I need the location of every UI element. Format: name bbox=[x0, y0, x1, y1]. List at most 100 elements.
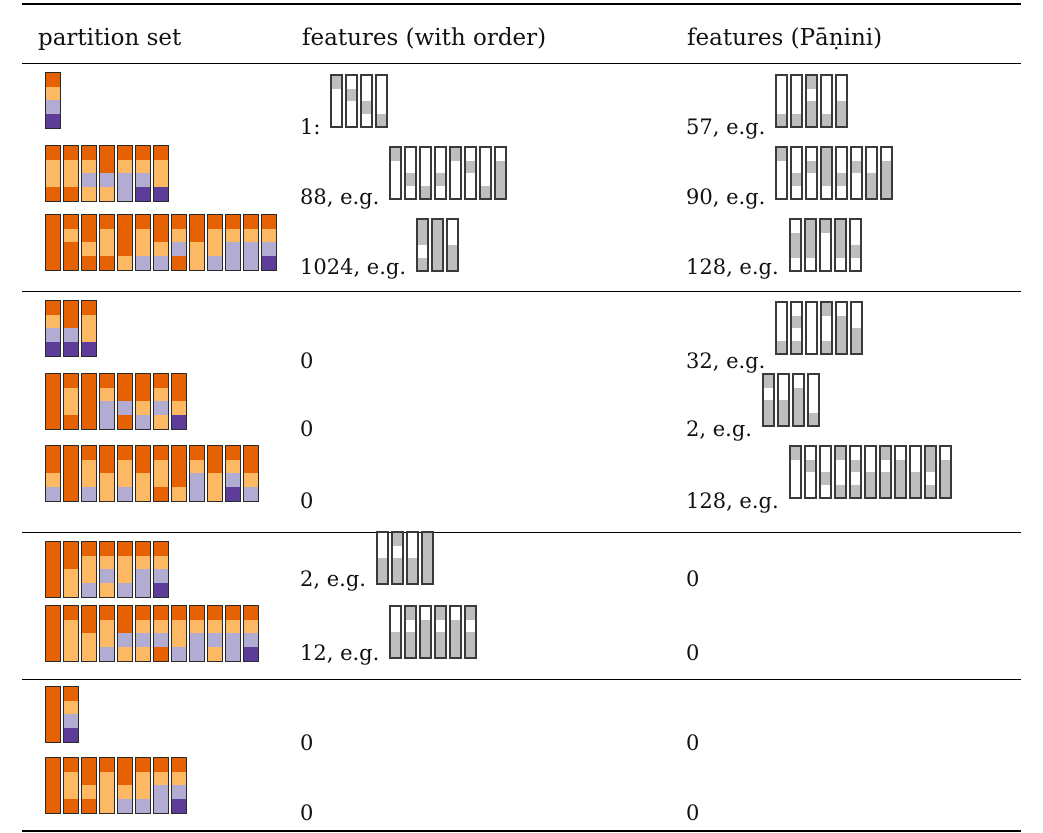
feature-segment bbox=[867, 185, 877, 199]
partition-segment bbox=[172, 401, 186, 415]
feature-bar bbox=[775, 301, 789, 355]
feature-segment bbox=[852, 148, 862, 161]
partition-segment bbox=[154, 542, 168, 556]
partition-segment bbox=[100, 459, 114, 474]
partition-segment bbox=[136, 215, 150, 229]
with-order-count: 1024, e.g. bbox=[300, 255, 407, 279]
feature-segment bbox=[835, 447, 845, 460]
partition-segment bbox=[82, 341, 96, 356]
partition-segment bbox=[64, 314, 78, 329]
partition-bar bbox=[99, 605, 115, 662]
feature-segment bbox=[362, 76, 372, 89]
with-order-count: 88, e.g. bbox=[300, 185, 380, 209]
panini-count: 0 bbox=[686, 731, 700, 755]
feature-segment bbox=[777, 340, 787, 354]
partition-segment bbox=[118, 633, 132, 647]
with-order-count: 12, e.g. bbox=[300, 641, 380, 665]
feature-segment bbox=[451, 160, 461, 174]
feature-segment bbox=[763, 400, 773, 413]
partition-segment bbox=[154, 606, 168, 620]
feature-segment bbox=[436, 148, 446, 161]
partition-segment bbox=[82, 215, 96, 229]
feature-segment bbox=[865, 472, 875, 485]
partition-segment bbox=[46, 542, 60, 556]
partition-bar bbox=[207, 605, 223, 662]
feature-segment bbox=[807, 88, 817, 102]
partition-segment bbox=[136, 555, 150, 570]
feature-segment bbox=[807, 303, 817, 316]
feature-segment bbox=[778, 375, 788, 388]
partition-segment bbox=[208, 486, 222, 501]
feature-segment bbox=[837, 160, 847, 174]
partition-segment bbox=[118, 186, 132, 201]
partition-segment bbox=[226, 228, 240, 243]
panini-feature-glyph bbox=[761, 373, 822, 427]
partition-segment bbox=[118, 387, 132, 402]
partition-segment bbox=[64, 473, 78, 487]
partition-segment bbox=[64, 758, 78, 772]
feature-segment bbox=[362, 101, 372, 114]
with-order-count: 0 bbox=[300, 731, 314, 755]
feature-segment bbox=[940, 447, 950, 460]
table-rule bbox=[22, 291, 1021, 293]
feature-segment bbox=[436, 160, 446, 174]
feature-segment bbox=[422, 545, 432, 559]
partition-segment bbox=[118, 459, 132, 474]
feature-segment bbox=[852, 328, 862, 341]
feature-bar bbox=[431, 218, 445, 272]
partition-segment bbox=[100, 374, 114, 388]
panini-feature-glyph bbox=[788, 445, 954, 499]
partition-segment bbox=[262, 228, 276, 243]
feature-segment bbox=[391, 173, 401, 186]
partition-bar bbox=[117, 214, 133, 271]
partition-bar bbox=[81, 757, 97, 814]
feature-bar bbox=[790, 74, 804, 128]
partition-segment bbox=[244, 473, 258, 487]
feature-segment bbox=[808, 412, 818, 426]
partition-segment bbox=[100, 542, 114, 556]
partition-bar bbox=[81, 214, 97, 271]
partition-bar bbox=[171, 757, 187, 814]
partition-segment bbox=[136, 619, 150, 634]
feature-segment bbox=[837, 315, 847, 329]
feature-segment bbox=[448, 257, 458, 271]
feature-segment bbox=[805, 245, 815, 258]
partition-segment bbox=[82, 582, 96, 597]
feature-bar bbox=[820, 146, 834, 200]
partition-segment bbox=[136, 159, 150, 174]
with-order-feature-glyph bbox=[389, 605, 479, 659]
feature-segment bbox=[347, 113, 357, 127]
feature-segment bbox=[436, 644, 446, 658]
feature-segment bbox=[792, 160, 802, 174]
feature-segment bbox=[850, 459, 860, 473]
feature-bar bbox=[806, 373, 820, 427]
partition-segment bbox=[46, 771, 60, 786]
feature-segment bbox=[391, 644, 401, 658]
feature-segment bbox=[406, 607, 416, 620]
feature-segment bbox=[790, 232, 800, 246]
feature-segment bbox=[940, 459, 950, 473]
partition-segment bbox=[118, 228, 132, 243]
partition-segment bbox=[172, 446, 186, 460]
partition-bar bbox=[81, 445, 97, 502]
partition-bar bbox=[99, 373, 115, 430]
partition-bar bbox=[63, 757, 79, 814]
partition-set-glyph bbox=[45, 686, 81, 743]
feature-bar bbox=[818, 445, 832, 499]
partition-segment bbox=[244, 633, 258, 647]
feature-segment bbox=[777, 113, 787, 127]
partition-segment bbox=[46, 401, 60, 415]
feature-bar bbox=[848, 218, 862, 272]
with-order-feature-glyph bbox=[375, 531, 436, 585]
feature-bar bbox=[375, 531, 389, 585]
panini-count: 90, e.g. bbox=[686, 185, 766, 209]
feature-bar bbox=[434, 146, 448, 200]
partition-segment bbox=[136, 771, 150, 786]
feature-segment bbox=[835, 232, 845, 246]
partition-bar bbox=[153, 214, 169, 271]
feature-segment bbox=[837, 113, 847, 127]
partition-segment bbox=[46, 228, 60, 243]
panini-count: 2, e.g. bbox=[686, 417, 752, 441]
feature-bar bbox=[790, 301, 804, 355]
feature-bar bbox=[788, 445, 802, 499]
